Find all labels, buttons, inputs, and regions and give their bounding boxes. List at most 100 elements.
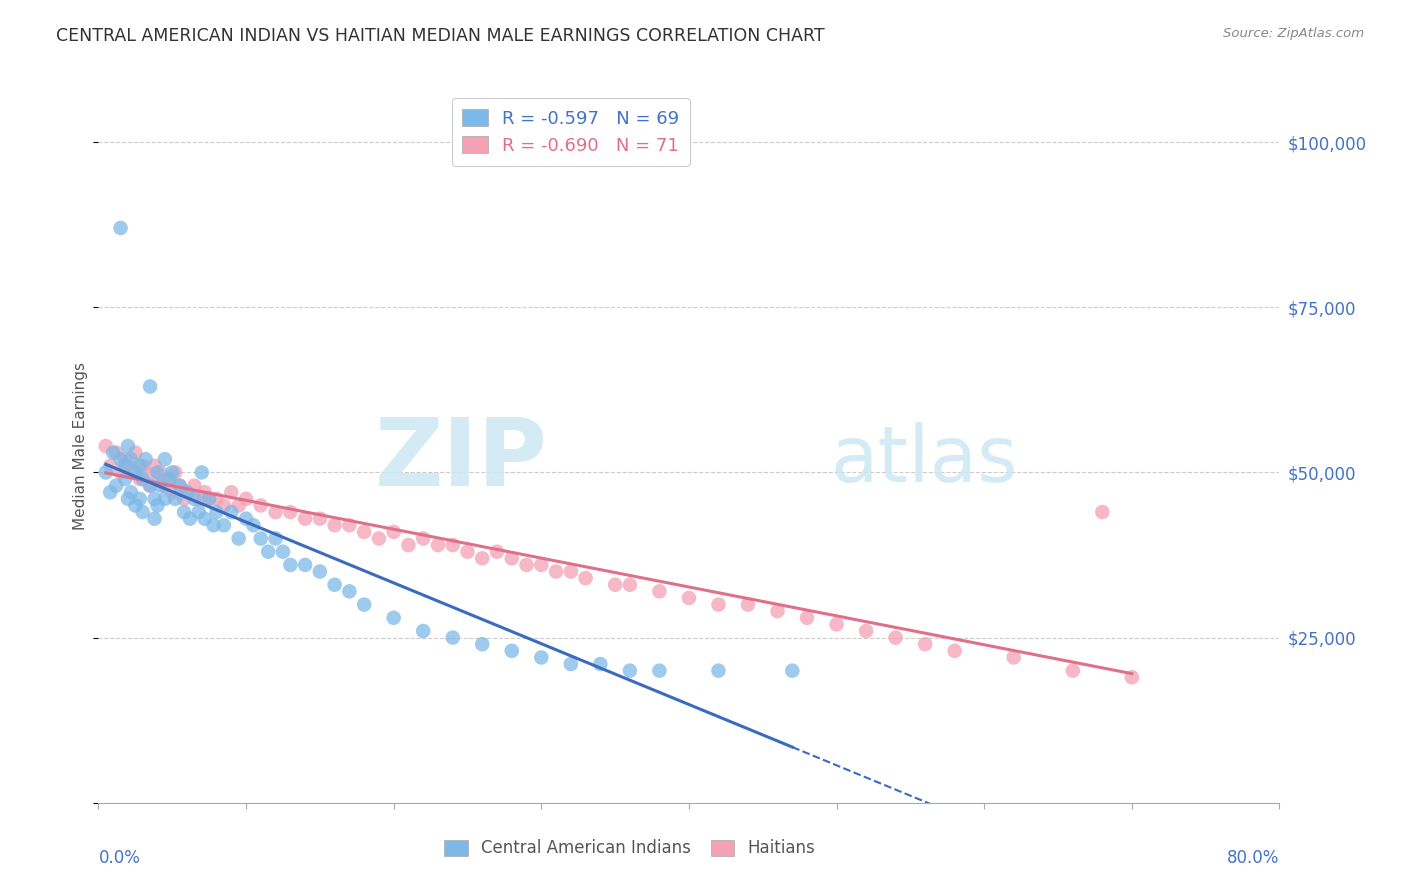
Point [278, 505, 302, 519]
Point [169, 478, 191, 492]
Point [128, 472, 150, 486]
Point [114, 458, 136, 473]
Point [323, 518, 346, 533]
Point [103, 445, 125, 459]
Point [183, 478, 205, 492]
Point [143, 491, 166, 506]
Point [128, 491, 150, 506]
Point [117, 439, 139, 453]
Point [194, 485, 217, 500]
Point [242, 518, 264, 533]
Y-axis label: Median Male Earnings: Median Male Earnings [73, 362, 87, 530]
Point [412, 532, 434, 546]
Point [471, 551, 494, 566]
Point [309, 565, 332, 579]
Point [169, 478, 191, 492]
Text: CENTRAL AMERICAN INDIAN VS HAITIAN MEDIAN MALE EARNINGS CORRELATION CHART: CENTRAL AMERICAN INDIAN VS HAITIAN MEDIA… [56, 27, 825, 45]
Text: Source: ZipAtlas.com: Source: ZipAtlas.com [1223, 27, 1364, 40]
Point [619, 664, 641, 678]
Point [228, 499, 250, 513]
Point [114, 472, 136, 486]
Point [139, 478, 162, 492]
Point [153, 478, 176, 492]
Point [250, 499, 273, 513]
Point [796, 611, 818, 625]
Point [441, 631, 464, 645]
Point [183, 491, 205, 506]
Point [124, 499, 146, 513]
Point [353, 598, 375, 612]
Point [228, 532, 250, 546]
Point [546, 565, 568, 579]
Point [205, 505, 228, 519]
Point [648, 584, 671, 599]
Point [176, 485, 198, 500]
Point [139, 379, 162, 393]
Point [382, 611, 405, 625]
Point [766, 604, 789, 618]
Point [187, 505, 209, 519]
Point [110, 221, 132, 235]
Point [235, 511, 257, 525]
Point [120, 485, 142, 500]
Point [707, 664, 730, 678]
Point [98, 458, 121, 473]
Point [110, 452, 132, 467]
Point [1002, 650, 1025, 665]
Point [441, 538, 464, 552]
Point [162, 485, 183, 500]
Point [486, 545, 509, 559]
Point [782, 664, 804, 678]
Point [132, 472, 155, 486]
Point [219, 485, 242, 500]
Point [619, 578, 641, 592]
Point [339, 584, 360, 599]
Point [114, 452, 136, 467]
Point [124, 466, 146, 480]
Point [117, 458, 139, 473]
Point [574, 571, 596, 585]
Point [149, 478, 172, 492]
Point [173, 491, 195, 506]
Point [1091, 505, 1114, 519]
Text: atlas: atlas [831, 422, 1018, 499]
Point [884, 631, 907, 645]
Point [117, 491, 139, 506]
Point [146, 466, 169, 480]
Point [648, 664, 671, 678]
Point [132, 458, 155, 473]
Point [219, 505, 242, 519]
Point [309, 511, 332, 525]
Point [855, 624, 877, 638]
Point [515, 558, 537, 572]
Point [943, 644, 966, 658]
Point [501, 551, 523, 566]
Point [427, 538, 450, 552]
Point [501, 644, 523, 658]
Point [187, 491, 209, 506]
Point [143, 458, 166, 473]
Point [264, 532, 287, 546]
Point [198, 491, 221, 506]
Point [198, 491, 221, 506]
Point [412, 624, 434, 638]
Point [560, 657, 582, 671]
Point [157, 472, 180, 486]
Point [294, 558, 316, 572]
Text: 80.0%: 80.0% [1227, 849, 1279, 867]
Point [165, 491, 187, 506]
Point [139, 478, 162, 492]
Point [120, 466, 142, 480]
Point [257, 545, 280, 559]
Legend: Central American Indians, Haitians: Central American Indians, Haitians [436, 831, 824, 866]
Point [1062, 664, 1084, 678]
Point [737, 598, 759, 612]
Point [368, 532, 391, 546]
Point [278, 558, 302, 572]
Point [339, 518, 360, 533]
Point [153, 452, 176, 467]
Text: ZIP: ZIP [374, 414, 547, 507]
Point [264, 505, 287, 519]
Point [678, 591, 700, 605]
Point [382, 524, 405, 539]
